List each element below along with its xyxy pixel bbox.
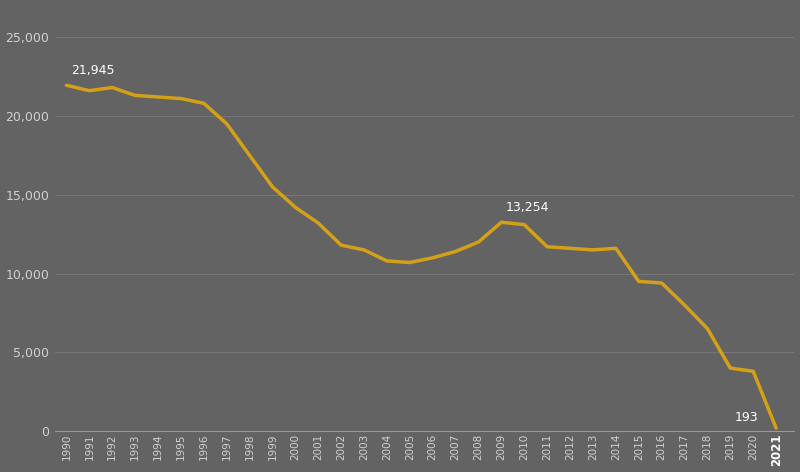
Text: 21,945: 21,945 bbox=[71, 64, 114, 77]
Text: 13,254: 13,254 bbox=[506, 201, 550, 214]
Text: 193: 193 bbox=[735, 411, 758, 424]
